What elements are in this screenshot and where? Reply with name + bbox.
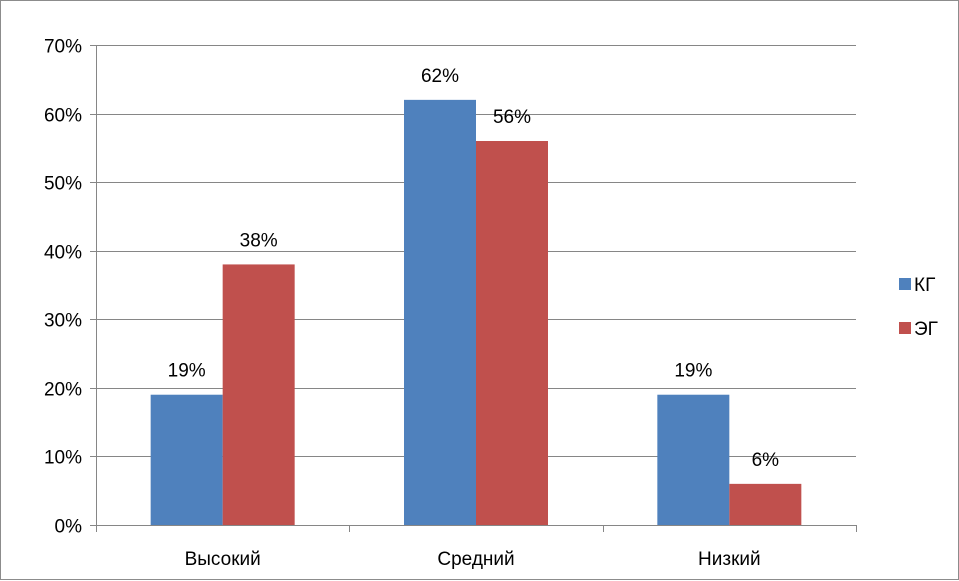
data-labels: 19% 62% 19% 38% 56% 6%	[168, 66, 780, 471]
legend-label: ЭГ	[914, 319, 938, 340]
data-label: 19%	[168, 361, 206, 382]
data-label: 6%	[752, 450, 780, 471]
bar-kg-1	[404, 99, 476, 525]
y-tick-label: 10%	[44, 448, 82, 469]
legend-label: КГ	[914, 275, 935, 296]
data-label: 56%	[493, 107, 531, 128]
bar-eg-1	[476, 141, 548, 525]
axes: 0% 10% 20% 30% 40% 50% 60% 70% Высокий Средний Низ…	[44, 37, 857, 570]
y-tick-label: 20%	[44, 380, 82, 401]
legend-swatch	[899, 322, 911, 334]
y-tick-label: 0%	[55, 517, 83, 538]
y-tick-label: 60%	[44, 106, 82, 127]
bar-eg-0	[222, 264, 295, 525]
x-category-label: Средний	[437, 549, 514, 570]
y-tick-label: 50%	[44, 174, 82, 195]
y-tick-label: 30%	[44, 311, 82, 332]
legend: КГ ЭГ	[899, 275, 938, 340]
x-category-label: Высокий	[185, 549, 261, 570]
data-label: 19%	[674, 361, 712, 382]
y-tick-label: 70%	[44, 37, 82, 58]
bar-kg-0	[150, 394, 223, 525]
y-tick-label: 40%	[44, 243, 82, 264]
bar-eg-2	[729, 483, 802, 525]
bar-kg-2	[657, 394, 730, 525]
bars	[150, 99, 802, 525]
data-label: 62%	[421, 66, 459, 87]
x-category-label: Низкий	[698, 549, 761, 570]
legend-swatch	[899, 278, 911, 290]
data-label: 38%	[240, 230, 278, 251]
